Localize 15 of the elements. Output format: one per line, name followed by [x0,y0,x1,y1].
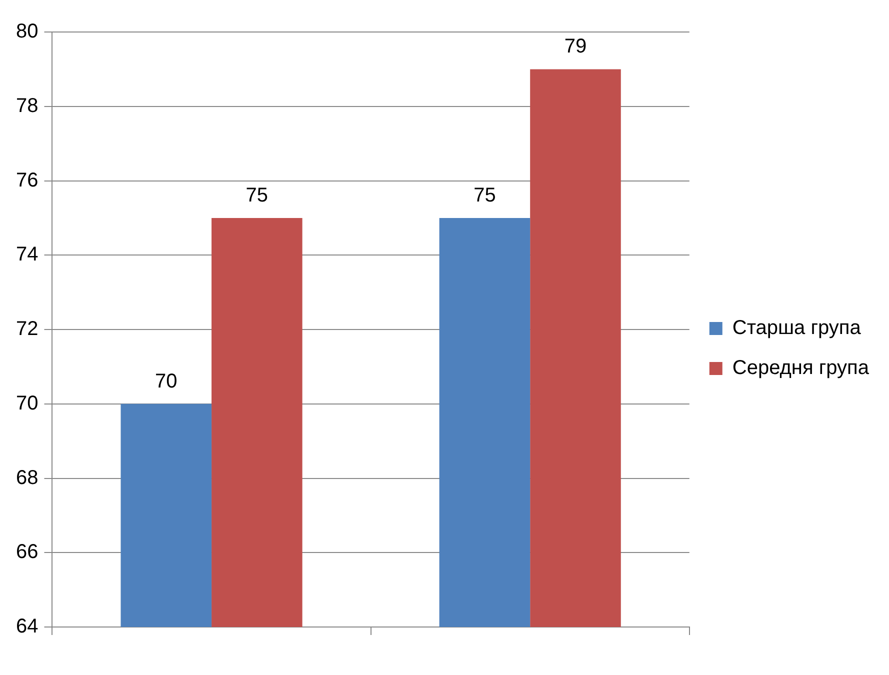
data-label: 75 [474,184,496,206]
y-tick-label: 76 [16,169,38,192]
y-tick-label: 74 [16,244,38,266]
data-label: 70 [155,370,178,392]
y-tick-label: 70 [16,392,38,414]
y-tick-label: 66 [16,541,38,564]
legend-label: Середня група [732,357,870,380]
y-tick-label: 68 [16,466,38,489]
y-tick-label: 64 [16,616,38,638]
data-label: 79 [564,36,587,58]
y-tick-label: 80 [16,20,38,43]
legend-label: Старша група [732,317,862,340]
data-label: 75 [246,184,268,206]
y-tick-label: 72 [16,318,38,340]
y-tick-label: 78 [16,94,38,117]
